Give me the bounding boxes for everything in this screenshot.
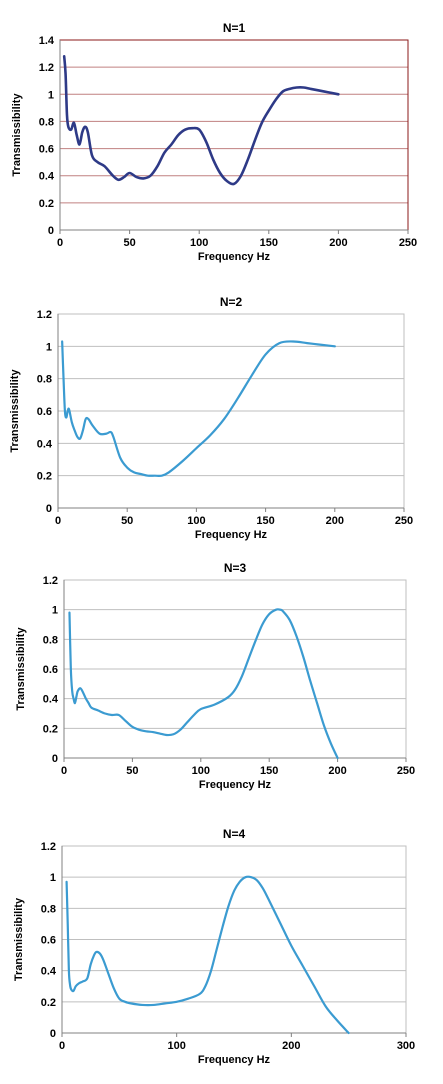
y-tick-label: 0: [46, 503, 52, 515]
y-tick-label: 1.2: [41, 841, 56, 853]
plot-frame: [59, 39, 409, 231]
y-axis-title: Transmissibility: [15, 627, 27, 711]
chart-n3: 0 0.2 0.4 0.6 0.8 1 1.2 0 50 100 150 200 250 N=3 Frequ…: [15, 561, 415, 791]
y-tick-label: 0.2: [41, 997, 56, 1009]
y-tick-label: 0.8: [39, 116, 54, 128]
y-tick-label: 0.4: [43, 694, 59, 706]
y-axis-title: Transmissibility: [11, 93, 23, 177]
y-tick-label: 1: [46, 341, 52, 353]
y-tick-label: 0.6: [43, 664, 58, 676]
y-tick-label: 0.8: [43, 634, 58, 646]
chart-title: N=4: [223, 827, 246, 841]
x-tick-label: 150: [260, 237, 278, 249]
y-tick-label: 0.8: [37, 374, 52, 386]
y-tick-label: 1: [52, 605, 58, 617]
x-tick-label: 50: [123, 237, 135, 249]
y-tick-label: 1.2: [43, 575, 58, 587]
y-tick-label: 0.6: [41, 935, 56, 947]
chart-n2: 0 0.2 0.4 0.6 0.8 1 1.2 0 50 100 150 200 250 N=2 Frequ…: [9, 295, 413, 541]
chart-n1: 0 0.2 0.4 0.6 0.8 1 1.2 1.4 0 50 100 150 200 250 N=1 Fr…: [11, 21, 417, 263]
y-tick-label: 0.6: [39, 144, 54, 156]
y-tick-label: 0: [48, 225, 54, 237]
y-tick-label: 0.6: [37, 406, 52, 418]
y-axis-title: Transmissibility: [9, 369, 21, 453]
x-tick-label: 0: [59, 1040, 65, 1052]
chart-panel-n1: 0 0.2 0.4 0.6 0.8 1 1.2 1.4 0 50 100 150 200 250 N=1 Fr…: [0, 0, 443, 268]
x-tick-label: 200: [329, 237, 347, 249]
x-tick-label: 50: [126, 765, 138, 777]
x-axis-title: Frequency Hz: [198, 1054, 271, 1066]
chart-title: N=1: [223, 21, 246, 35]
x-tick-label: 100: [167, 1040, 185, 1052]
y-tick-label: 0.4: [41, 966, 57, 978]
y-tick-label: 0.2: [37, 471, 52, 483]
chart-panel-n3: 0 0.2 0.4 0.6 0.8 1 1.2 0 50 100 150 200 250 N=3 Frequ…: [0, 556, 443, 816]
chart-title: N=3: [224, 561, 247, 575]
chart-title: N=2: [220, 295, 243, 309]
x-tick-label: 200: [282, 1040, 300, 1052]
x-tick-label: 100: [190, 237, 208, 249]
x-tick-label: 200: [326, 515, 344, 527]
y-tick-label: 1.2: [39, 62, 54, 74]
y-tick-label: 0.8: [41, 903, 56, 915]
y-tick-label: 0.2: [43, 723, 58, 735]
y-tick-label: 1.2: [37, 309, 52, 321]
y-tick-label: 0: [52, 753, 58, 765]
x-tick-label: 200: [328, 765, 346, 777]
y-tick-label: 0.4: [39, 171, 55, 183]
x-tick-label: 250: [395, 515, 413, 527]
x-axis-title: Frequency Hz: [199, 779, 272, 791]
x-tick-label: 150: [260, 765, 278, 777]
chart-panel-n2: 0 0.2 0.4 0.6 0.8 1 1.2 0 50 100 150 200 250 N=2 Frequ…: [0, 288, 443, 546]
chart-panel-n4: 0 0.2 0.4 0.6 0.8 1 1.2 0 100 200 300 N=4 Frequency …: [0, 826, 443, 1084]
x-tick-label: 150: [256, 515, 274, 527]
y-tick-label: 0.2: [39, 198, 54, 210]
x-tick-label: 50: [121, 515, 133, 527]
y-tick-label: 1: [48, 89, 54, 101]
series-line-0: [62, 54, 340, 186]
series-line-0: [65, 875, 350, 1035]
series-line-0: [68, 608, 339, 760]
x-tick-label: 100: [187, 515, 205, 527]
y-tick-label: 1: [50, 872, 56, 884]
y-tick-label: 1.4: [39, 35, 55, 47]
y-tick-label: 0.4: [37, 438, 53, 450]
x-axis-title: Frequency Hz: [195, 529, 268, 541]
series-line-0: [61, 340, 336, 478]
x-tick-label: 0: [55, 515, 61, 527]
x-tick-label: 250: [397, 765, 415, 777]
chart-n4: 0 0.2 0.4 0.6 0.8 1 1.2 0 100 200 300 N=4 Frequency …: [13, 827, 415, 1066]
y-tick-label: 0: [50, 1028, 56, 1040]
x-axis-title: Frequency Hz: [198, 251, 271, 263]
x-tick-label: 100: [192, 765, 210, 777]
x-tick-label: 300: [397, 1040, 415, 1052]
x-tick-label: 250: [399, 237, 417, 249]
y-axis-title: Transmissibility: [13, 897, 25, 981]
x-tick-label: 0: [61, 765, 67, 777]
x-tick-label: 0: [57, 237, 63, 249]
